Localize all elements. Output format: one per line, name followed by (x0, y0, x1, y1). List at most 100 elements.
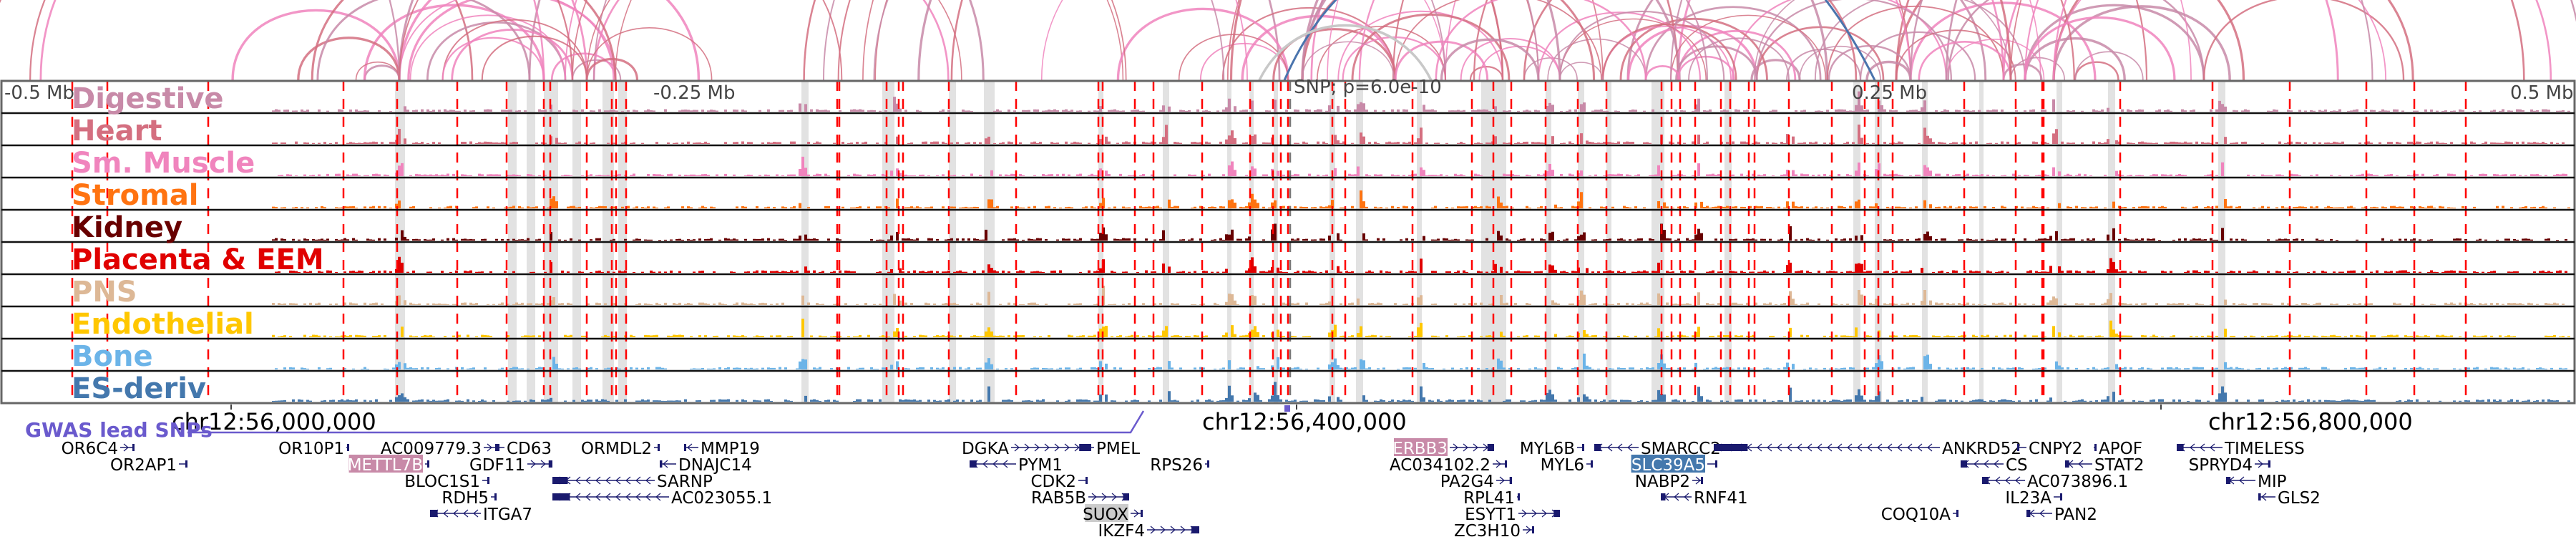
gene-gdf11[interactable]: GDF11 (469, 456, 552, 475)
gene-exon (1085, 477, 1088, 484)
gene-mmp19[interactable]: MMP19 (684, 440, 760, 458)
loop-arc (481, 35, 588, 81)
gene-or10p1[interactable]: OR10P1 (278, 440, 349, 458)
gene-sarnp[interactable]: SARNP (552, 473, 713, 491)
gene-ankrd52[interactable]: ANKRD52 (1714, 440, 2021, 458)
signal-track (275, 256, 2567, 273)
gene-myl6b[interactable]: MYL6B (1520, 440, 1584, 458)
gene-exon (2017, 444, 2019, 451)
gene-label: CD63 (507, 440, 552, 458)
gene-il23a[interactable]: IL23A (2005, 489, 2062, 508)
gene-pmel[interactable]: PMEL (1089, 440, 1140, 458)
gene-exon (2258, 493, 2261, 500)
gene-pa2g4[interactable]: PA2G4 (1440, 473, 1512, 491)
loop-arc (426, 21, 567, 81)
gene-timeless[interactable]: TIMELESS (2177, 440, 2305, 458)
gene-exon (552, 493, 570, 500)
signal-track (272, 382, 2570, 402)
gene-label: ANKRD52 (1942, 440, 2021, 458)
gene-ac023055.1[interactable]: AC023055.1 (552, 489, 772, 508)
gene-rnf41[interactable]: RNF41 (1661, 489, 1748, 508)
strand-arrow (2005, 476, 2011, 485)
gene-gls2[interactable]: GLS2 (2258, 489, 2321, 508)
gene-ac073896.1[interactable]: AC073896.1 (1982, 473, 2128, 491)
tick-label-0.25: 0.25 Mb (1852, 82, 1927, 104)
gene-or2ap1[interactable]: OR2AP1 (110, 456, 187, 475)
strand-arrow (575, 493, 581, 501)
loop-arc (2052, 0, 2067, 81)
strand-arrow (1627, 443, 1633, 452)
gene-erbb3[interactable]: ERBB3 (1392, 438, 1494, 458)
gene-ac009779.3[interactable]: AC009779.3 (381, 440, 497, 458)
gene-label: SUOX (1083, 505, 1128, 524)
gene-label: OR2AP1 (110, 456, 177, 475)
gene-spryd4[interactable]: SPRYD4 (2189, 456, 2270, 475)
strand-arrow (1757, 443, 1762, 452)
loop-arc (1895, 0, 2245, 81)
loop-arc (565, 0, 1248, 81)
gwas-track: GWAS lead SNPs (25, 405, 1290, 442)
gene-ikzf4[interactable]: IKZF4 (1098, 522, 1200, 537)
gene-cnpy2[interactable]: CNPY2 (2017, 440, 2082, 458)
gene-slc39a5[interactable]: SLC39A5 (1631, 455, 1717, 475)
loop-arc (1918, 41, 2012, 81)
strand-arrow (1787, 443, 1792, 452)
gene-ormdl2[interactable]: ORMDL2 (581, 440, 660, 458)
gene-cs[interactable]: CS (1961, 456, 2028, 475)
gene-dgka[interactable]: DGKA (962, 440, 1091, 458)
gene-rab5b[interactable]: RAB5B (1031, 489, 1129, 508)
gene-stat2[interactable]: STAT2 (2065, 456, 2145, 475)
gene-coq10a[interactable]: COQ10A (1881, 505, 1958, 524)
gene-or6c4[interactable]: OR6C4 (62, 440, 135, 458)
strand-arrow (2029, 509, 2035, 518)
gene-mettl7b[interactable]: METTL7B (348, 455, 429, 475)
strand-arrow (1002, 460, 1008, 468)
gene-apof[interactable]: APOF (2094, 440, 2142, 458)
loop-arc (1394, 40, 1489, 81)
gene-label: CDK2 (1031, 473, 1077, 491)
gene-nabp2[interactable]: NABP2 (1635, 473, 1703, 491)
gene-cd63[interactable]: CD63 (497, 440, 552, 458)
loop-arc (1859, 31, 1976, 81)
gene-rpl41[interactable]: RPL41 (1463, 489, 1520, 508)
gene-itga7[interactable]: ITGA7 (430, 505, 532, 524)
loop-arc (2052, 0, 2414, 81)
track-label: Stromal (72, 179, 199, 212)
gene-rdh5[interactable]: RDH5 (441, 489, 497, 508)
strand-arrow (645, 493, 651, 501)
signal-bars (278, 156, 2567, 176)
gene-label: PAN2 (2054, 505, 2097, 524)
strand-arrow (1190, 526, 1196, 534)
loop-arc (409, 14, 566, 81)
gene-suox[interactable]: SUOX (1083, 504, 1143, 524)
strand-arrow (555, 476, 561, 485)
strand-arrow (1684, 493, 1689, 501)
strand-arrow (443, 509, 449, 518)
strand-arrow (1526, 526, 1531, 534)
gene-zc3h10[interactable]: ZC3H10 (1454, 522, 1534, 537)
gene-label: SARNP (657, 473, 713, 491)
gene-esyt1[interactable]: ESYT1 (1465, 505, 1560, 524)
track-label: Digestive (72, 82, 224, 115)
gene-mip[interactable]: MIP (2226, 473, 2287, 491)
gene-ac034102.2[interactable]: AC034102.2 (1390, 456, 1507, 475)
gene-pan2[interactable]: PAN2 (2026, 505, 2097, 524)
gene-rps26[interactable]: RPS26 (1150, 456, 1209, 475)
gene-label: STAT2 (2094, 456, 2145, 475)
gene-pym1[interactable]: PYM1 (970, 456, 1063, 475)
gene-cdk2[interactable]: CDK2 (1031, 473, 1088, 491)
gene-exon (1661, 493, 1666, 500)
gene-myl6[interactable]: MYL6 (1541, 456, 1593, 475)
gene-label: TIMELESS (2224, 440, 2305, 458)
loop-arc (1947, 0, 2205, 81)
strand-arrow (1857, 443, 1863, 452)
gene-bloc1s1[interactable]: BLOC1S1 (404, 473, 489, 491)
gene-dnajc14[interactable]: DNAJC14 (660, 456, 752, 475)
loop-arc (2024, 37, 2126, 81)
gene-label: OR10P1 (278, 440, 344, 458)
strand-arrow (433, 509, 439, 518)
strand-arrow (1160, 526, 1166, 534)
strand-arrow (1499, 476, 1505, 485)
loop-arc (2053, 0, 2387, 81)
track-label: Placenta & EEM (72, 243, 324, 276)
